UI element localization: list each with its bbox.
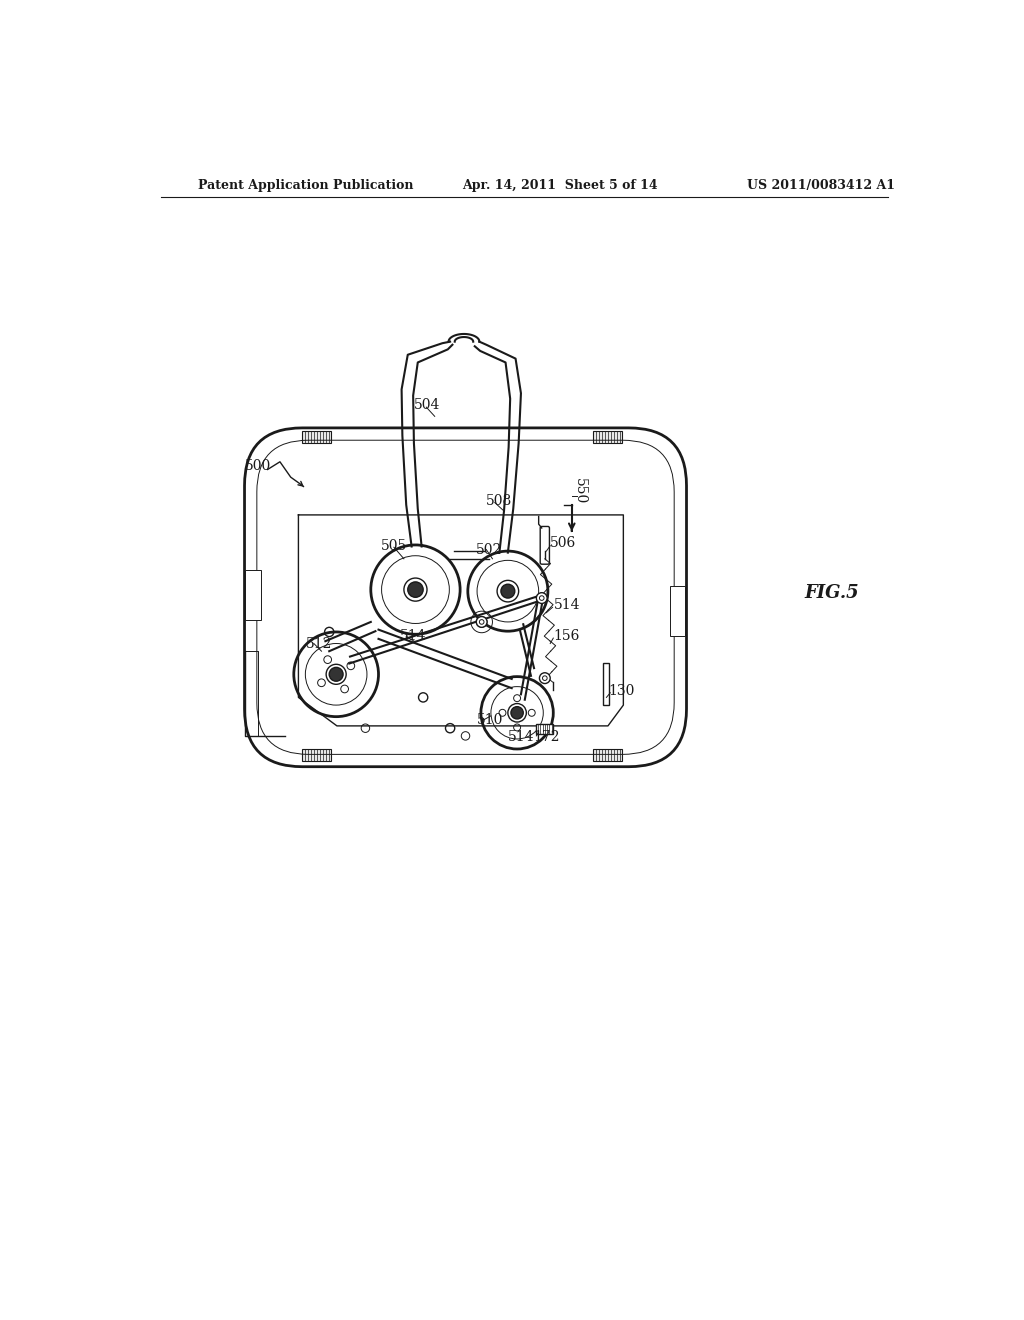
- Text: 505: 505: [381, 540, 408, 553]
- Text: 502: 502: [475, 543, 502, 557]
- Text: US 2011/0083412 A1: US 2011/0083412 A1: [746, 178, 895, 191]
- Bar: [593, 748, 622, 762]
- Bar: [301, 748, 331, 762]
- Circle shape: [511, 706, 523, 719]
- Text: 514: 514: [400, 628, 427, 643]
- Circle shape: [537, 593, 547, 603]
- Text: 506: 506: [550, 536, 577, 550]
- Bar: [593, 432, 622, 444]
- Text: FIG.5: FIG.5: [804, 585, 859, 602]
- Text: 514: 514: [554, 598, 581, 612]
- Bar: [602, 663, 608, 705]
- Text: 508: 508: [486, 494, 513, 508]
- Text: 550: 550: [573, 478, 588, 504]
- Circle shape: [408, 582, 423, 598]
- Bar: [301, 432, 331, 444]
- Text: 504: 504: [414, 397, 440, 412]
- Text: 156: 156: [553, 628, 580, 643]
- Text: 514: 514: [508, 730, 535, 744]
- Text: 172: 172: [534, 730, 560, 744]
- Bar: [245, 570, 261, 620]
- Text: 130: 130: [608, 684, 634, 698]
- Text: Patent Application Publication: Patent Application Publication: [199, 178, 414, 191]
- Circle shape: [540, 673, 550, 684]
- Circle shape: [476, 616, 487, 627]
- Text: 512: 512: [306, 636, 333, 651]
- Circle shape: [330, 668, 343, 681]
- Text: Apr. 14, 2011  Sheet 5 of 14: Apr. 14, 2011 Sheet 5 of 14: [462, 178, 657, 191]
- Circle shape: [501, 585, 515, 598]
- Text: 510: 510: [477, 714, 504, 727]
- Bar: [670, 586, 685, 636]
- Bar: [537, 723, 553, 734]
- FancyBboxPatch shape: [541, 527, 550, 564]
- Text: 500: 500: [245, 459, 270, 474]
